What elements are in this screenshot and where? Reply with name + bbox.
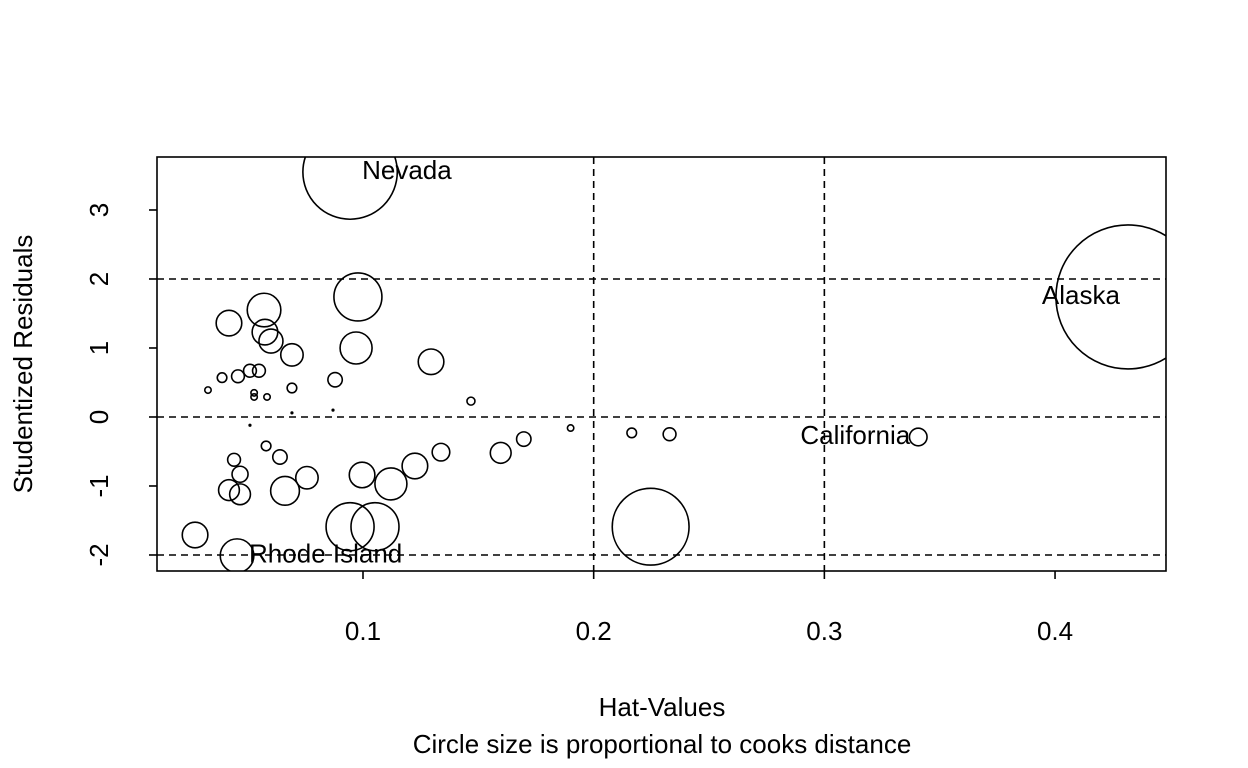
bubble [350,501,400,552]
bubble [290,411,294,415]
bubble [216,372,228,384]
point-label: California [800,420,910,450]
bubble [466,396,476,406]
bubble [258,328,284,354]
bubble [333,272,383,322]
bubble [662,427,677,442]
bubble [611,487,690,566]
y-tick-label: 2 [84,272,114,286]
bubble [908,427,928,447]
bubble [250,388,259,397]
bubble [339,331,373,365]
bubble [327,371,344,388]
bubble [263,392,272,401]
bubble [250,392,259,401]
subtitle: Circle size is proportional to cooks dis… [413,729,912,759]
bubble [242,363,258,378]
bubble [279,342,304,367]
bubble [203,386,212,395]
bubble [431,442,451,462]
bubble [417,348,445,376]
plot-frame [156,156,1167,572]
bubble [248,423,252,427]
bubble [626,427,638,439]
bubble [260,440,272,452]
y-tick-label: 3 [84,203,114,217]
bubble [515,431,532,448]
bubble [246,292,282,328]
bubble [348,461,376,489]
point-label: Alaska [1042,280,1121,310]
bubble [1055,224,1166,370]
x-tick-label: 0.2 [576,616,612,646]
bubble [226,452,242,467]
x-axis-label: Hat-Values [599,692,726,722]
y-tick-label: 0 [84,410,114,424]
bubble [251,363,267,378]
y-tick-label: -1 [84,474,114,497]
bubble [302,157,399,221]
bubble [219,538,255,571]
bubble [294,465,319,490]
bubble [181,521,209,549]
bubble [269,475,301,507]
bubble [251,318,279,346]
bubble [286,382,298,394]
bubble [566,424,575,433]
point-label: Nevada [362,155,452,185]
bubble [325,501,375,552]
y-axis-label: Studentized Residuals [8,235,38,494]
bubble [230,369,246,384]
bubble [489,441,512,465]
plot-area [157,157,1166,571]
y-tick-label: -2 [84,543,114,566]
bubble [331,408,335,412]
bubble [401,452,429,480]
bubble [231,465,249,484]
bubble [215,309,243,337]
bubble [217,478,241,502]
x-tick-label: 0.4 [1037,616,1073,646]
x-tick-label: 0.3 [806,616,842,646]
bubble [374,467,408,501]
point-label: Rhode Island [249,539,402,569]
bubble [228,483,252,506]
x-tick-label: 0.1 [345,616,381,646]
bubble [271,449,288,466]
y-tick-label: 1 [84,341,114,355]
